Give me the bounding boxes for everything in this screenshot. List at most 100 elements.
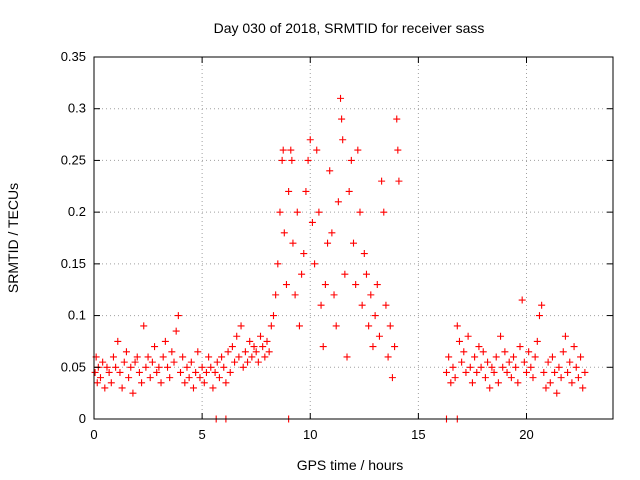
data-point	[555, 363, 563, 371]
data-point	[304, 156, 312, 164]
data-point	[464, 332, 472, 340]
data-point	[250, 343, 258, 351]
data-point	[194, 348, 202, 356]
data-point	[579, 384, 587, 392]
data-point	[380, 208, 388, 216]
data-point	[295, 322, 303, 330]
data-point	[300, 250, 308, 258]
data-point	[324, 239, 332, 247]
data-point	[341, 270, 349, 278]
data-point	[129, 389, 137, 397]
data-point	[466, 363, 474, 371]
data-point	[460, 348, 468, 356]
data-point	[215, 374, 223, 382]
data-point	[337, 94, 345, 102]
data-point	[544, 358, 552, 366]
data-point	[479, 348, 487, 356]
data-point	[546, 379, 554, 387]
data-point	[516, 343, 524, 351]
data-point	[259, 343, 267, 351]
data-point	[371, 312, 379, 320]
data-point	[365, 322, 373, 330]
data-point	[577, 353, 585, 361]
data-point	[313, 146, 321, 154]
y-tick-label: 0.1	[68, 308, 86, 323]
data-point	[561, 332, 569, 340]
data-point	[356, 208, 364, 216]
data-point	[96, 374, 104, 382]
x-tick-label: 20	[519, 427, 533, 442]
data-point	[207, 363, 215, 371]
data-point	[282, 281, 290, 289]
data-point	[192, 368, 200, 376]
data-point	[151, 343, 159, 351]
data-point	[116, 368, 124, 376]
data-point	[507, 374, 515, 382]
data-point	[103, 363, 111, 371]
data-point	[185, 374, 193, 382]
data-point	[339, 136, 347, 144]
data-point	[177, 368, 184, 376]
data-point	[548, 353, 556, 361]
data-point	[442, 368, 450, 376]
data-point	[395, 177, 403, 185]
y-tick-label: 0.2	[68, 204, 86, 219]
data-point	[345, 187, 353, 195]
data-point	[267, 322, 275, 330]
data-point	[334, 198, 342, 206]
data-point	[531, 353, 539, 361]
data-point	[529, 374, 537, 382]
data-point	[330, 291, 338, 299]
data-point	[235, 353, 243, 361]
data-point	[384, 353, 392, 361]
axis-ticks	[93, 56, 613, 420]
data-point	[505, 358, 513, 366]
data-point	[138, 379, 146, 387]
data-point	[499, 363, 507, 371]
data-point	[279, 146, 287, 154]
data-point	[343, 353, 351, 361]
data-point	[146, 374, 154, 382]
data-point	[164, 363, 172, 371]
data-point	[202, 368, 210, 376]
data-point	[120, 358, 128, 366]
data-point	[490, 368, 498, 376]
data-point	[174, 312, 182, 320]
data-point	[568, 379, 576, 387]
data-point	[209, 384, 217, 392]
x-tick-labels: 0 5 10 15 20	[90, 427, 533, 442]
data-point	[358, 301, 366, 309]
data-point	[477, 363, 485, 371]
data-point	[350, 239, 357, 247]
data-point	[559, 348, 567, 356]
data-point	[453, 322, 461, 330]
data-point	[494, 379, 502, 387]
data-point	[213, 358, 221, 366]
data-point	[144, 353, 152, 361]
data-point	[486, 384, 494, 392]
data-point	[233, 332, 241, 340]
data-point	[148, 358, 156, 366]
data-point	[449, 363, 457, 371]
data-point	[484, 358, 492, 366]
data-point	[311, 260, 319, 268]
data-point	[168, 348, 176, 356]
data-point	[153, 368, 161, 376]
data-point	[99, 358, 107, 366]
data-point	[155, 363, 163, 371]
data-point	[198, 363, 206, 371]
data-point	[179, 353, 187, 361]
data-point	[205, 353, 213, 361]
data-point	[497, 332, 505, 340]
data-point	[135, 368, 143, 376]
data-point	[252, 348, 260, 356]
data-points	[91, 94, 589, 423]
data-point	[538, 301, 546, 309]
data-point	[512, 363, 520, 371]
data-point	[306, 136, 314, 144]
data-point	[226, 368, 234, 376]
data-point	[533, 337, 541, 345]
data-point	[161, 337, 169, 345]
data-point	[289, 239, 297, 247]
data-point	[378, 177, 386, 185]
